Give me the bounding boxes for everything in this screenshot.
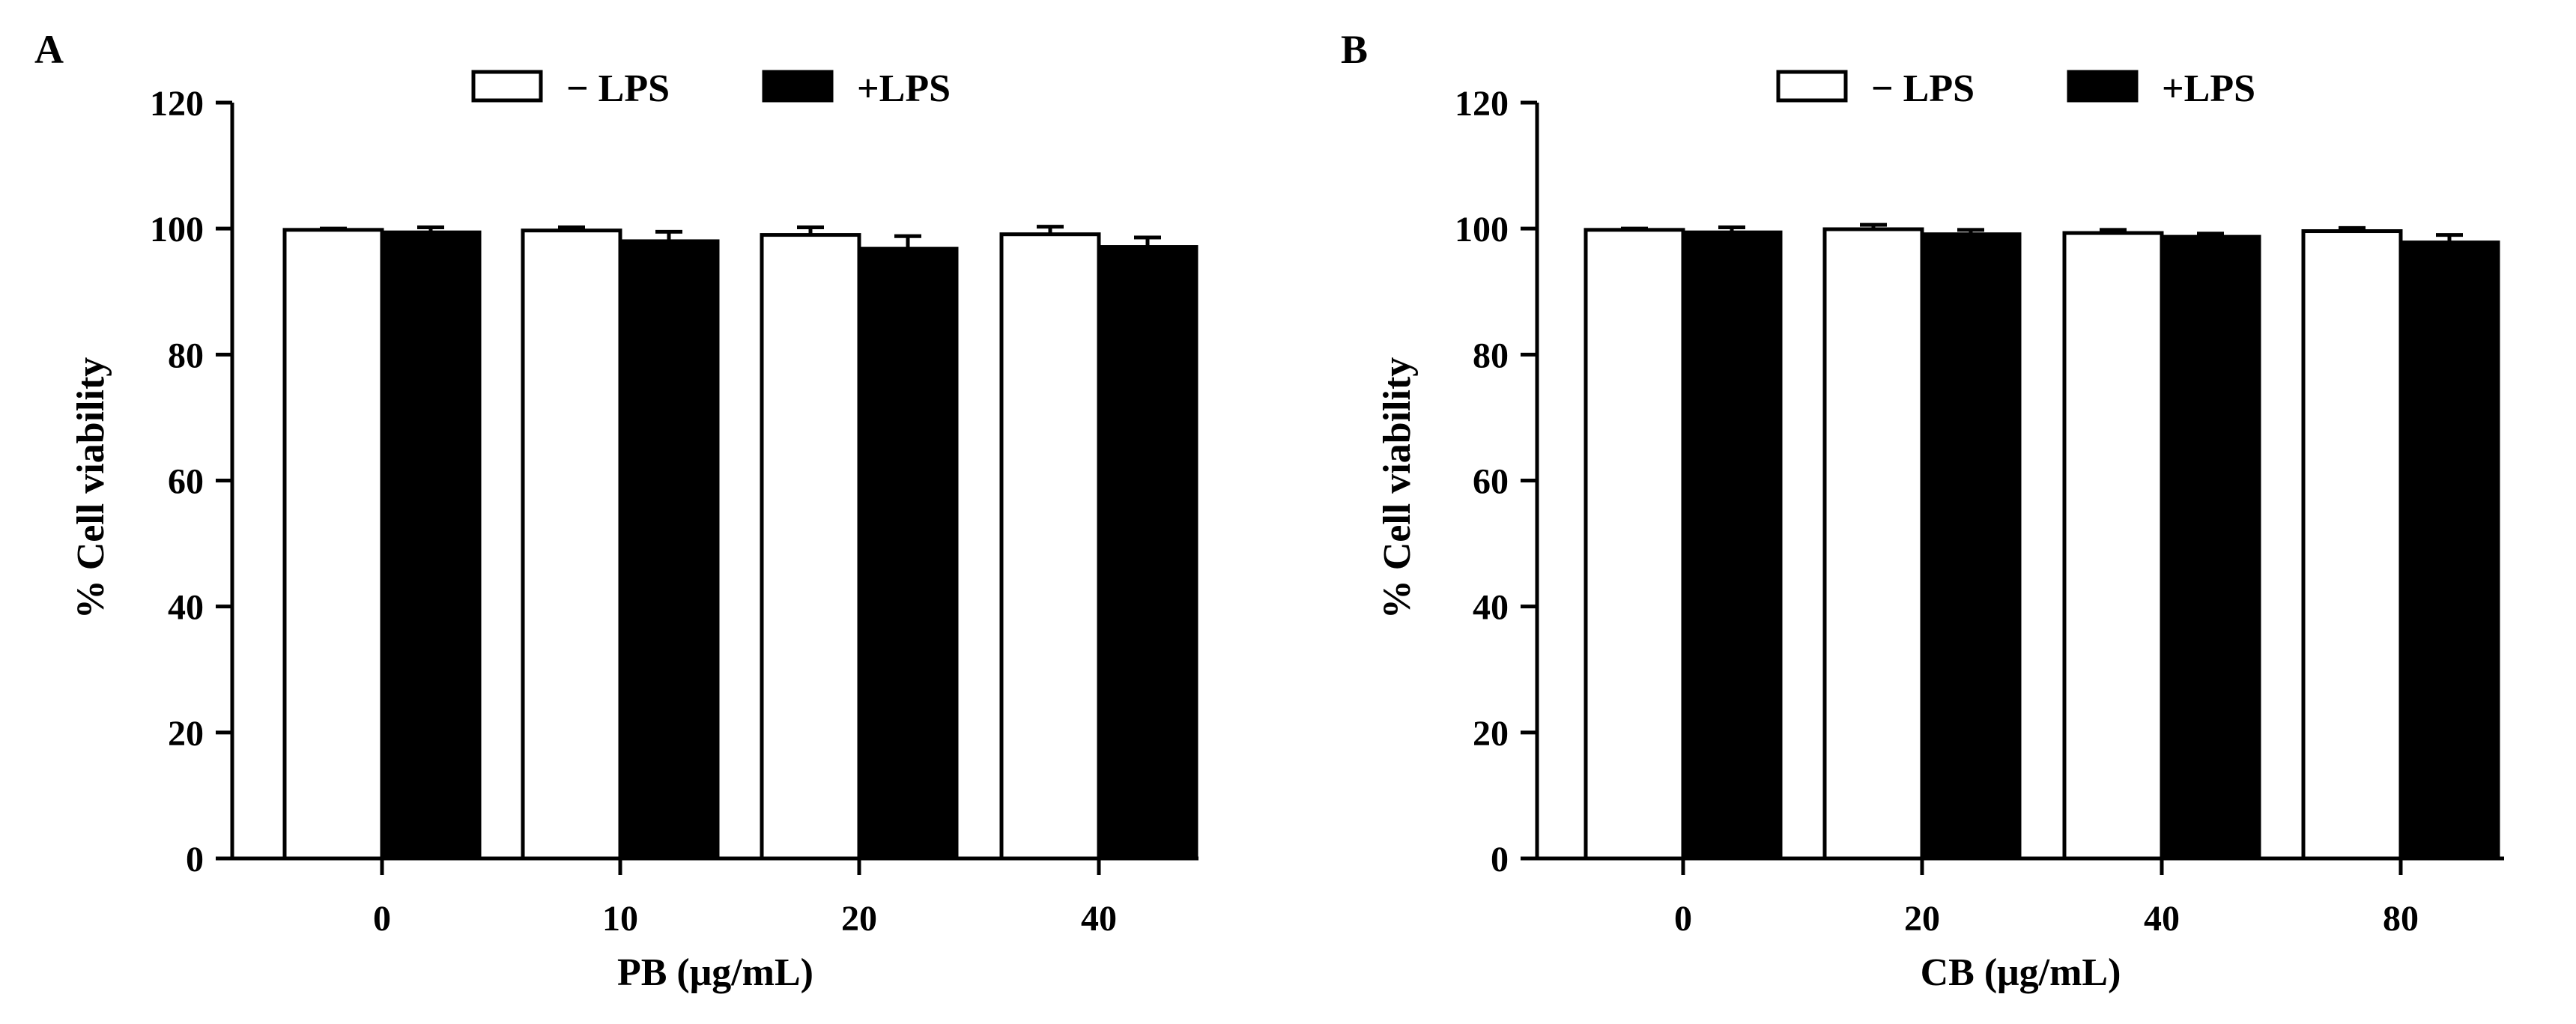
bar-minus-lps — [999, 232, 1101, 861]
bar-plus-lps — [1681, 230, 1783, 861]
y-axis-title: % Cell viability — [1376, 357, 1419, 619]
y-tick-label: 80 — [168, 336, 204, 375]
y-tick-label: 40 — [1473, 588, 1509, 628]
bar-plus-lps — [857, 246, 959, 861]
legend: − LPS +LPS — [1776, 67, 2255, 110]
y-tick-label: 40 — [168, 588, 204, 628]
chart-panel-a: A 0 10 20 40 0 20 40 60 80 100 120 PB (μg/mL) % Cell … — [34, 27, 1198, 994]
y-tick-label: 120 — [1455, 84, 1509, 124]
legend-swatch-minus-lps — [1776, 70, 1848, 103]
y-tick-label: 60 — [168, 462, 204, 502]
bar-plus-lps — [618, 239, 720, 861]
x-axis-title: CB (μg/mL) — [1921, 951, 2121, 994]
bar-plus-lps — [1920, 232, 2022, 861]
x-tick-label: 0 — [373, 899, 391, 939]
legend: − LPS +LPS — [471, 67, 951, 110]
x-tick-label: 20 — [841, 899, 877, 939]
legend-swatch-plus-lps — [762, 70, 834, 103]
chart-panel-b: B 0 20 40 80 0 20 40 60 80 100 120 CB (μg/mL) % Cell … — [1341, 27, 2504, 994]
bar-minus-lps — [521, 228, 622, 861]
x-tick-label: 10 — [602, 899, 638, 939]
x-axis-title: PB (μg/mL) — [617, 951, 813, 994]
y-tick-label: 0 — [186, 840, 204, 879]
bar-plus-lps — [1097, 245, 1198, 861]
panel-label: B — [1341, 27, 1368, 72]
y-tick-label: 100 — [150, 210, 204, 249]
y-tick-label: 100 — [1455, 210, 1509, 249]
y-tick-label: 20 — [1473, 714, 1509, 754]
legend-swatch-plus-lps — [2067, 70, 2139, 103]
legend-label-minus-lps: − LPS — [566, 67, 670, 110]
legend-swatch-minus-lps — [471, 70, 543, 103]
x-tick-label: 40 — [2144, 899, 2180, 939]
bar-minus-lps — [2301, 229, 2403, 861]
y-tick-label: 120 — [150, 84, 204, 124]
legend-label-minus-lps: − LPS — [1871, 67, 1975, 110]
bar-minus-lps — [2062, 231, 2164, 861]
bar-minus-lps — [1584, 228, 1685, 861]
legend-label-plus-lps: +LPS — [857, 67, 951, 110]
x-tick-label: 0 — [1674, 899, 1692, 939]
x-tick-label: 80 — [2383, 899, 2419, 939]
x-tick-label: 40 — [1081, 899, 1117, 939]
bar-plus-lps — [2398, 240, 2500, 861]
y-axis-title: % Cell viability — [70, 357, 112, 619]
y-tick-label: 20 — [168, 714, 204, 754]
bar-plus-lps — [380, 230, 482, 861]
y-tick-label: 60 — [1473, 462, 1509, 502]
bar-minus-lps — [760, 233, 861, 861]
y-tick-label: 80 — [1473, 336, 1509, 375]
panel-label: A — [34, 27, 64, 72]
x-tick-label: 20 — [1904, 899, 1940, 939]
bar-minus-lps — [1822, 227, 1924, 861]
bar-plus-lps — [2160, 234, 2261, 861]
bar-minus-lps — [282, 228, 384, 861]
legend-label-plus-lps: +LPS — [2162, 67, 2255, 110]
y-tick-label: 0 — [1491, 840, 1509, 879]
